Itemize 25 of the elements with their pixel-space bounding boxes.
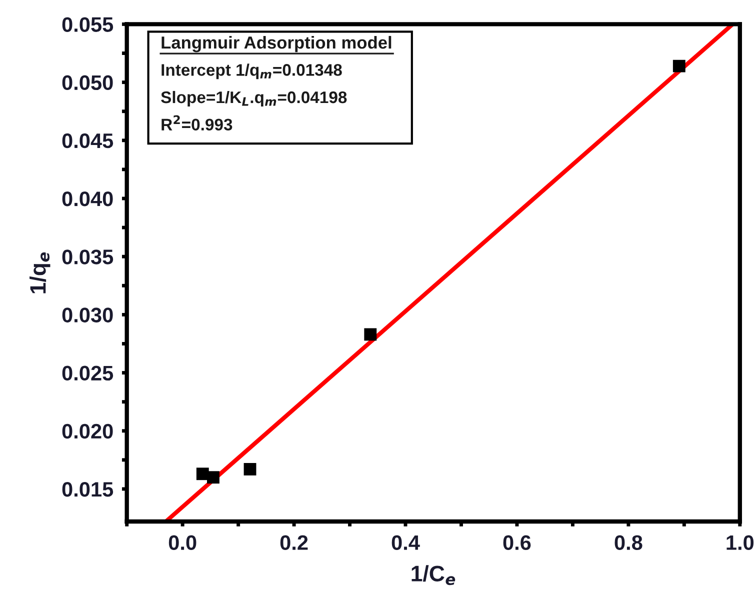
y-tick-label: 0.015 <box>62 482 114 497</box>
point <box>364 328 377 341</box>
y-tick-label: 0.025 <box>62 366 114 381</box>
y-tick-label: 0.035 <box>62 250 114 264</box>
x-axis-title: 1/C$_{e}$ <box>412 565 456 586</box>
point <box>672 60 686 72</box>
y-tick-label: 0.030 <box>62 308 113 322</box>
point <box>244 463 256 476</box>
x-tick-label: 0.4 <box>392 535 420 550</box>
annotation: Slope=1/K$_{L}$.q$_{m}$=0.04198 <box>161 90 347 106</box>
y-axis-title: 1/q$_{e}$ <box>30 252 50 294</box>
y-tick-label: 0.020 <box>62 424 113 439</box>
point <box>207 471 220 484</box>
y-tick-label: 0.050 <box>62 75 113 90</box>
y-tick-label: 0.045 <box>62 133 114 148</box>
annotation: R$^{2}$=0.993 <box>162 115 232 131</box>
y-tick-label: 0.040 <box>62 191 113 206</box>
x-tick-label: 0.8 <box>614 535 642 550</box>
y-tick-label: 0.055 <box>62 17 114 32</box>
x-tick-label: 0.2 <box>280 535 308 550</box>
text: 0.0 <box>168 535 196 550</box>
x-tick-label: 1.0 <box>726 535 754 550</box>
annotation: Intercept 1/q$_{m}$=0.01348 <box>162 64 342 80</box>
annotation: Langmuir Adsorption model <box>162 36 392 52</box>
x-tick-label: 0.6 <box>503 535 531 550</box>
